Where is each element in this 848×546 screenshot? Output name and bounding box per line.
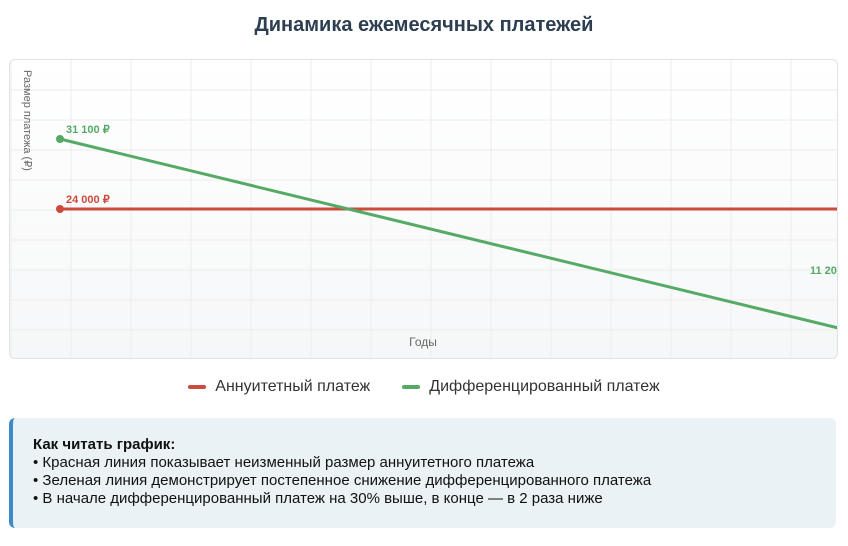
how-to-read-title: Как читать график:	[33, 436, 176, 453]
chart-title: Динамика ежемесячных платежей	[254, 14, 594, 36]
how-to-read-item: • Красная линия показывает неизменный ра…	[33, 454, 535, 471]
y-axis-label: Размер платежа (₽)	[21, 70, 33, 171]
series-line-1	[58, 137, 837, 330]
chart-area: Размер платежа (₽) Годы 24 000 ₽ 31 100 ₽ 11…	[9, 59, 838, 359]
legend-swatch-annuity	[188, 385, 207, 389]
chart-legend: Аннуитетный платеж Дифференцированный пл…	[0, 378, 848, 396]
x-axis-label: Годы	[409, 335, 437, 349]
how-to-read-item: • Зеленая линия демонстрирует постепенно…	[33, 472, 652, 489]
how-to-read-item: • В начале дифференцированный платеж на …	[33, 490, 603, 507]
legend-swatch-differentiated	[402, 385, 421, 389]
legend-label-differentiated: Дифференцированный платеж	[429, 378, 660, 395]
series-point-0	[56, 205, 64, 213]
series-point-1	[56, 135, 64, 143]
legend-label-annuity: Аннуитетный платеж	[215, 378, 371, 395]
line-chart: Размер платежа (₽) Годы 24 000 ₽ 31 100 ₽ 11…	[10, 60, 837, 358]
legend-item-differentiated[interactable]: Дифференцированный платеж	[402, 378, 660, 396]
data-label: 11 200 ₽	[810, 265, 837, 277]
data-label: 31 100 ₽	[66, 124, 110, 136]
how-to-read-panel: Как читать график: • Красная линия показ…	[9, 418, 836, 528]
legend-item-annuity[interactable]: Аннуитетный платеж	[188, 378, 370, 396]
data-label: 24 000 ₽	[66, 194, 110, 206]
